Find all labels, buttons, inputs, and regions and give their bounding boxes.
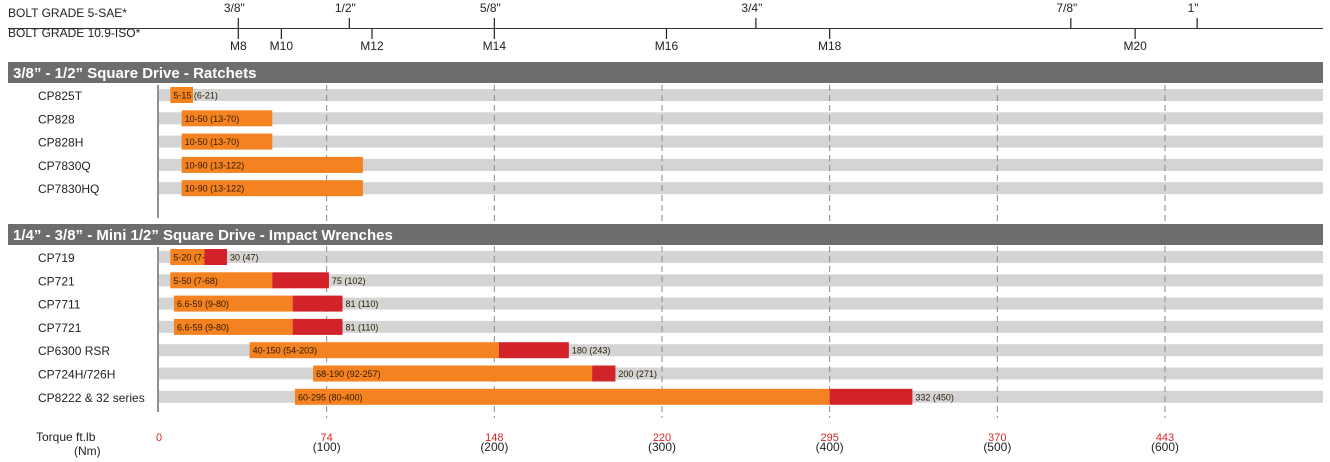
row-track	[159, 158, 1323, 171]
bolt-grade-scale: BOLT GRADE 5-SAE* BOLT GRADE 10.9-ISO* 3…	[8, 1, 1323, 53]
bar-range	[173, 318, 293, 335]
iso-tick-label: M16	[655, 39, 679, 53]
row-label: CP8222 & 32 series	[38, 391, 145, 405]
row-label: CP721	[38, 274, 75, 288]
x-axis-title: Torque ft.lb	[36, 430, 96, 444]
x-tick-nm-label: (400)	[816, 440, 844, 454]
iso-tick-label: M10	[270, 39, 294, 53]
labels: CP825T CP828 CP828H CP7830Q CP7830HQ CP719 CP7…	[38, 89, 145, 405]
x-axis-unit: (Nm)	[74, 444, 101, 458]
x-tick-nm-label: (300)	[648, 440, 676, 454]
bar-range	[181, 180, 363, 197]
sae-tick-label: 1/2"	[335, 1, 356, 15]
bar-range-label: 10-90 (13-122)	[185, 184, 245, 194]
bar-peak-label: 180 (243)	[572, 346, 611, 356]
row-track	[159, 297, 1323, 310]
bar-range	[170, 249, 205, 265]
bar-peak-label: 30 (47)	[230, 253, 259, 263]
bar-peak-label: 75 (102)	[332, 276, 366, 286]
bar-range	[181, 156, 363, 173]
bar-peak-label: 200 (271)	[618, 369, 657, 379]
bar-range-label: 6.6-59 (9-80)	[177, 322, 229, 332]
bar-range-label: 68-190 (92-257)	[316, 369, 381, 379]
bar-range-label: 10-50 (13-70)	[185, 137, 240, 147]
bar-peak	[592, 365, 616, 382]
bar-range	[170, 272, 273, 289]
x-tick-label: 295	[820, 432, 838, 444]
row-track	[159, 135, 1323, 148]
row-label: CP7721	[38, 321, 82, 335]
x-tick-label: 0	[156, 432, 162, 444]
section-header-bar	[8, 224, 1323, 245]
iso-tick-label: M12	[360, 39, 384, 53]
row-label: CP724H/726H	[38, 368, 115, 382]
sae-tick-label: 1"	[1188, 1, 1199, 15]
bar-range	[173, 295, 293, 312]
x-tick-label: 370	[988, 432, 1006, 444]
row-label: CP719	[38, 251, 75, 265]
x-tick-label: 74	[321, 432, 333, 444]
section-title: 3/8” - 1/2” Square Drive - Ratchets	[13, 65, 256, 82]
x-tick-label: 220	[653, 432, 671, 444]
x-tick-nm-label: (600)	[1151, 440, 1179, 454]
bar-peak-label: 81 (110)	[346, 322, 379, 332]
row-label: CP7711	[38, 298, 81, 312]
bolt-grade-sae-label: BOLT GRADE 5-SAE*	[8, 6, 127, 20]
iso-tick-label: M8	[230, 39, 247, 53]
bar-range	[181, 133, 273, 150]
bar-range	[313, 365, 593, 382]
sae-tick-label: 3/8"	[224, 1, 245, 15]
bar-range-label: 40-150 (54-203)	[253, 346, 318, 356]
bar-peak	[829, 388, 913, 405]
x-tick-label: 443	[1156, 432, 1174, 444]
x-tick-nm-label: (100)	[313, 440, 341, 454]
row-label: CP6300 RSR	[38, 344, 110, 358]
sae-tick-label: 3/4"	[741, 1, 762, 15]
x-tick-nm-label: (200)	[480, 440, 508, 454]
bar-peak	[292, 318, 343, 335]
bar-range	[170, 87, 193, 103]
bar-range-label: 5-20 (7-27)	[173, 253, 218, 263]
bar-peak-label: 81 (110)	[346, 299, 379, 309]
row-track	[159, 89, 1323, 101]
row-label: CP828	[38, 112, 75, 126]
section-header-bar	[8, 62, 1323, 83]
bar-range-label: 5-50 (7-68)	[173, 276, 218, 286]
bar-range-label: 10-90 (13-122)	[185, 160, 245, 170]
bar-peak	[204, 249, 227, 265]
bar-peak	[292, 295, 343, 312]
bar-range	[181, 110, 273, 127]
row-track	[159, 320, 1323, 333]
bolt-grade-iso-label: BOLT GRADE 10.9-ISO*	[8, 26, 141, 40]
x-tick-nm-label: (500)	[983, 440, 1011, 454]
sections: 3/8” - 1/2” Square Drive - Ratchets 1/4” …	[8, 62, 1323, 245]
bar-range-label: 5-15 (6-21)	[173, 91, 218, 101]
bar-peak-label: 332 (450)	[915, 392, 954, 402]
section-title: 1/4” - 3/8” - Mini 1/2” Square Drive - I…	[13, 227, 393, 244]
bar-peak	[272, 272, 329, 289]
row-label: CP825T	[38, 89, 83, 103]
row-track	[159, 274, 1323, 287]
row-track	[159, 182, 1323, 195]
bar-peak	[498, 342, 569, 359]
sae-tick-label: 7/8"	[1056, 1, 1077, 15]
iso-tick-label: M14	[483, 39, 507, 53]
row-track	[159, 112, 1323, 125]
bar-range	[294, 388, 830, 405]
bar-range-label: 60-295 (80-400)	[298, 392, 363, 402]
x-axis: Torque ft.lb (Nm) 0 74(100) 148(200) 220(30…	[36, 85, 1179, 458]
sae-tick-label: 5/8"	[480, 1, 501, 15]
x-tick-label: 148	[485, 432, 503, 444]
bars: 5-15 (6-21) 10-50 (13-70) 10-50 (13-70) 10-…	[170, 87, 954, 405]
bar-range-label: 6.6-59 (9-80)	[177, 299, 229, 309]
row-label: CP7830HQ	[38, 182, 99, 196]
row-label: CP7830Q	[38, 159, 91, 173]
iso-tick-label: M18	[818, 39, 842, 53]
bar-range	[249, 342, 499, 359]
bar-range-label: 10-50 (13-70)	[185, 114, 240, 124]
iso-tick-label: M20	[1123, 39, 1147, 53]
row-track	[159, 251, 1323, 263]
row-label: CP828H	[38, 136, 83, 150]
